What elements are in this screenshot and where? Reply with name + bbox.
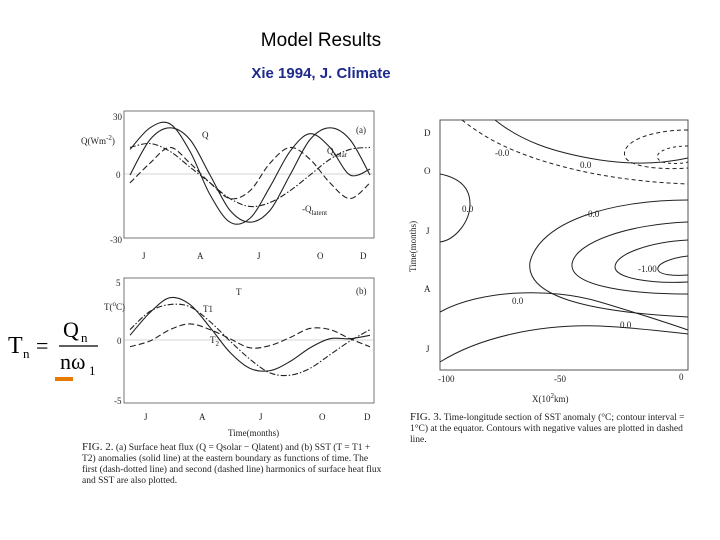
fig2a-series-q	[129, 121, 371, 225]
fig3-ytick-j2: J	[426, 344, 430, 354]
fig2a-xtick-5: D	[360, 251, 367, 261]
fig2a-label-q: Q	[202, 130, 209, 140]
fig2a-label-qlatent: -Qlatent	[302, 204, 327, 217]
fig3-ylabel: Time(months)	[408, 221, 418, 272]
fig2-xlabel: Time(months)	[228, 428, 279, 438]
formula-lhs-sub: n	[23, 346, 30, 361]
fig3-contour-9	[439, 325, 689, 363]
fig2b-xtick-1: J	[144, 412, 148, 422]
fig3-contour-3	[439, 173, 471, 243]
fig2b-series-t2	[129, 323, 371, 349]
fig2-caption: FIG. 2. (a) Surface heat flux (Q = Qsola…	[82, 442, 382, 487]
fig2a-ytick-zero: 0	[116, 170, 121, 180]
fig2a-panel-label: (a)	[356, 125, 366, 135]
fig3-caption-lead: FIG. 3.	[410, 411, 442, 423]
fig2-caption-lead: FIG. 2.	[82, 441, 114, 453]
fig2a-xtick-1: J	[142, 251, 146, 261]
fig2a-ytick-top: 30	[113, 112, 123, 122]
fig2b-frame	[123, 277, 375, 404]
fig2b-ylabel: T(oC)	[104, 300, 125, 312]
fig3-caption-text: Time-longitude section of SST anomaly (°…	[410, 413, 685, 445]
fig3-contour-7	[657, 255, 689, 276]
fig2a-series--qlatent	[129, 142, 371, 208]
fig2b-label-t1: T1	[203, 304, 213, 314]
fig3-ytick-a: A	[424, 284, 431, 294]
fig2b-ytick-bottom: -5	[114, 396, 122, 406]
fig2-caption-text: (a) Surface heat flux (Q = Qsolar − Qlat…	[82, 443, 382, 486]
fig3-contour-4	[529, 199, 689, 318]
fig2b-xtick-4: O	[319, 412, 326, 422]
fig2b-ytick-zero: 0	[117, 336, 122, 346]
fig3-contour-8	[439, 292, 689, 331]
fig3-contour-label-6: 0.0	[620, 320, 632, 330]
fig3-frame	[439, 119, 689, 371]
fig3-contour-neg-1	[461, 119, 689, 185]
fig2b-xtick-2: A	[199, 412, 206, 422]
formula-lhs: T	[8, 333, 23, 359]
fig3-xlabel: X(102km)	[532, 392, 569, 404]
fig2a-xtick-3: J	[257, 251, 261, 261]
fig3-contour-label-5: 0.0	[512, 296, 524, 306]
fig2a-label-qsolar: Qsolar	[327, 146, 348, 159]
fig3-ytick-j1: J	[426, 226, 430, 236]
fig2b-panel-label: (b)	[356, 286, 367, 296]
fig2a-xtick-4: O	[317, 251, 324, 261]
formula-numerator-sub: n	[81, 330, 88, 345]
fig2b-series-t	[129, 296, 371, 372]
fig3-contour-neg-3	[656, 145, 689, 164]
fig2b-xtick-3: J	[259, 412, 263, 422]
fig3-contour-5	[571, 221, 689, 295]
fig3-ytick-o: O	[424, 166, 431, 176]
fig2b-label-t: T	[236, 287, 242, 297]
fig2a-ytick-bottom: -30	[110, 235, 122, 245]
fig3-contour-plot: D O J A J Time(months) -100 -50 0 X(102k…	[408, 119, 689, 404]
fig2-chart: 30 0 -30 Q(Wm-2) (a) Q Qsolar -Qlatent 5…	[81, 110, 375, 438]
fig2a-xtick-2: A	[197, 251, 204, 261]
fig3-contour-label-4: 0.0	[462, 204, 474, 214]
fig2a-series-qsolar	[129, 127, 371, 223]
fig2a-ylabel: Q(Wm-2)	[81, 134, 115, 146]
fig3-xtick-100: -100	[438, 374, 455, 384]
fig3-contour-6	[614, 239, 689, 283]
fig3-contour-label-1: -0.0	[495, 148, 510, 158]
fig3-xtick-0: 0	[679, 372, 684, 382]
fig3-contour-neg-2	[624, 129, 689, 170]
fig3-caption: FIG. 3. Time-longitude section of SST an…	[410, 412, 700, 446]
fig3-contour-label-7: 0.0	[580, 160, 592, 170]
slide-subtitle: Xie 1994, J. Climate	[251, 65, 391, 82]
formula-numerator: Q	[63, 317, 79, 342]
slide-title: Model Results	[260, 30, 382, 51]
formula-denominator: nω	[60, 349, 85, 374]
formula-highlight-mark	[55, 377, 73, 381]
fig3-ytick-d: D	[424, 128, 431, 138]
fig3-contour-label-3: -1.00	[638, 264, 657, 274]
fig3-contours	[439, 119, 689, 363]
fig3-contour-2	[494, 119, 689, 164]
fig2b-series-t1	[129, 303, 371, 377]
fig3-contour-label-2: -0.0	[585, 209, 600, 219]
fig2a-frame	[123, 110, 375, 239]
fig3-xtick-50: -50	[554, 374, 566, 384]
fig2b-xtick-5: D	[364, 412, 371, 422]
fig2a-series-second-harmonic	[129, 146, 371, 200]
formula-equals: =	[36, 333, 48, 358]
formula-denominator-sub: 1	[89, 363, 96, 378]
fig2b-label-t2: T2	[210, 335, 220, 348]
formula-tn: T n = Q n nω 1	[8, 317, 98, 381]
fig2b-ytick-top: 5	[116, 278, 121, 288]
